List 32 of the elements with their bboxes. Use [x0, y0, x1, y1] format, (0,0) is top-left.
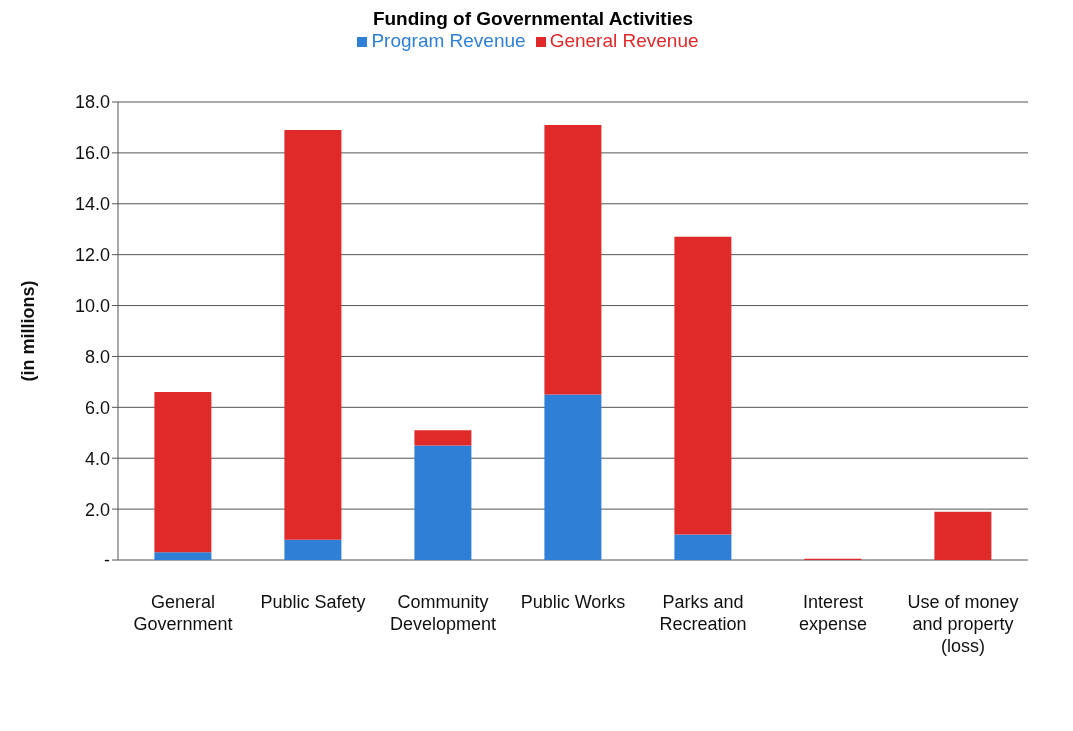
bar [674, 236, 732, 535]
y-tick-label: 4.0 [84, 448, 110, 469]
x-tick-label: Community Development [389, 592, 497, 634]
x-tick-label: Interest expense [798, 592, 868, 634]
x-tick-label: General Government [133, 592, 233, 634]
legend-label: Program Revenue [371, 30, 526, 51]
bar [934, 511, 992, 560]
legend-label: General Revenue [549, 30, 699, 51]
x-tick-label: Public Works [520, 592, 626, 612]
chart-title: Funding of Governmental Activities [371, 8, 695, 30]
x-tick-label: Parks and Recreation [659, 592, 747, 634]
bar [544, 124, 602, 395]
x-tick-label: Public Safety [260, 592, 366, 612]
y-tick-label: 18.0 [74, 92, 110, 113]
x-tick-label: Use of money and property (loss) [907, 592, 1019, 656]
bar [154, 552, 212, 560]
y-tick-label: 12.0 [74, 245, 110, 266]
y-tick-label: 14.0 [74, 194, 110, 215]
bar [284, 539, 342, 560]
bar [284, 129, 342, 540]
y-tick-label: 2.0 [84, 499, 110, 520]
y-tick-label: 8.0 [84, 346, 110, 367]
y-tick-label: 10.0 [74, 295, 110, 316]
y-tick-label: 6.0 [84, 397, 110, 418]
y-axis-title: (in millions) [18, 280, 39, 382]
bar [674, 534, 732, 560]
bar [154, 392, 212, 553]
bar [414, 445, 472, 560]
y-tick-label: 16.0 [74, 143, 110, 164]
y-tick-label: - [104, 550, 110, 571]
bar [544, 394, 602, 560]
bar [414, 430, 472, 446]
